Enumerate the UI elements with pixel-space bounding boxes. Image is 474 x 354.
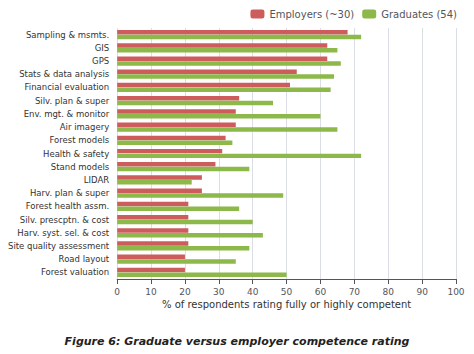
- svg-text:Air imagery: Air imagery: [60, 122, 109, 132]
- svg-text:100: 100: [447, 287, 464, 297]
- svg-text:Graduates (54): Graduates (54): [381, 9, 457, 20]
- svg-text:30: 30: [213, 287, 225, 297]
- svg-text:60: 60: [315, 287, 327, 297]
- svg-text:0: 0: [114, 287, 120, 297]
- svg-text:Financial evaluation: Financial evaluation: [25, 82, 110, 92]
- svg-text:Figure 6: Graduate versus empl: Figure 6: Graduate versus employer compe…: [65, 335, 410, 348]
- svg-text:Stand models: Stand models: [51, 162, 110, 172]
- svg-text:% of respondents rating fully: % of respondents rating fully or highly …: [162, 299, 411, 310]
- svg-text:Site quality assessment: Site quality assessment: [8, 241, 110, 251]
- svg-text:50: 50: [281, 287, 293, 297]
- svg-text:Sampling & msmts.: Sampling & msmts.: [26, 30, 109, 40]
- svg-text:LIDAR: LIDAR: [84, 175, 109, 185]
- svg-text:Road layout: Road layout: [59, 254, 110, 264]
- svg-text:Silv. plan & super: Silv. plan & super: [35, 96, 110, 106]
- svg-text:Forest health assm.: Forest health assm.: [26, 201, 109, 211]
- svg-text:GIS: GIS: [95, 43, 110, 53]
- svg-text:Stats & data analysis: Stats & data analysis: [19, 69, 110, 79]
- svg-text:80: 80: [383, 287, 395, 297]
- svg-text:90: 90: [416, 287, 428, 297]
- svg-text:Env. mgt. & monitor: Env. mgt. & monitor: [24, 109, 110, 119]
- svg-text:20: 20: [179, 287, 191, 297]
- svg-text:Silv. prescptn. & cost: Silv. prescptn. & cost: [20, 215, 110, 225]
- svg-text:Employers (~30): Employers (~30): [269, 9, 354, 20]
- svg-text:40: 40: [247, 287, 259, 297]
- svg-text:Harv. plan & super: Harv. plan & super: [30, 188, 110, 198]
- svg-text:10: 10: [145, 287, 157, 297]
- svg-text:Harv. syst. sel. & cost: Harv. syst. sel. & cost: [17, 228, 110, 238]
- svg-text:70: 70: [349, 287, 361, 297]
- svg-text:Forest models: Forest models: [49, 135, 109, 145]
- svg-text:Forest valuation: Forest valuation: [41, 267, 109, 277]
- svg-text:GPS: GPS: [92, 56, 109, 66]
- svg-text:Health & safety: Health & safety: [43, 149, 109, 159]
